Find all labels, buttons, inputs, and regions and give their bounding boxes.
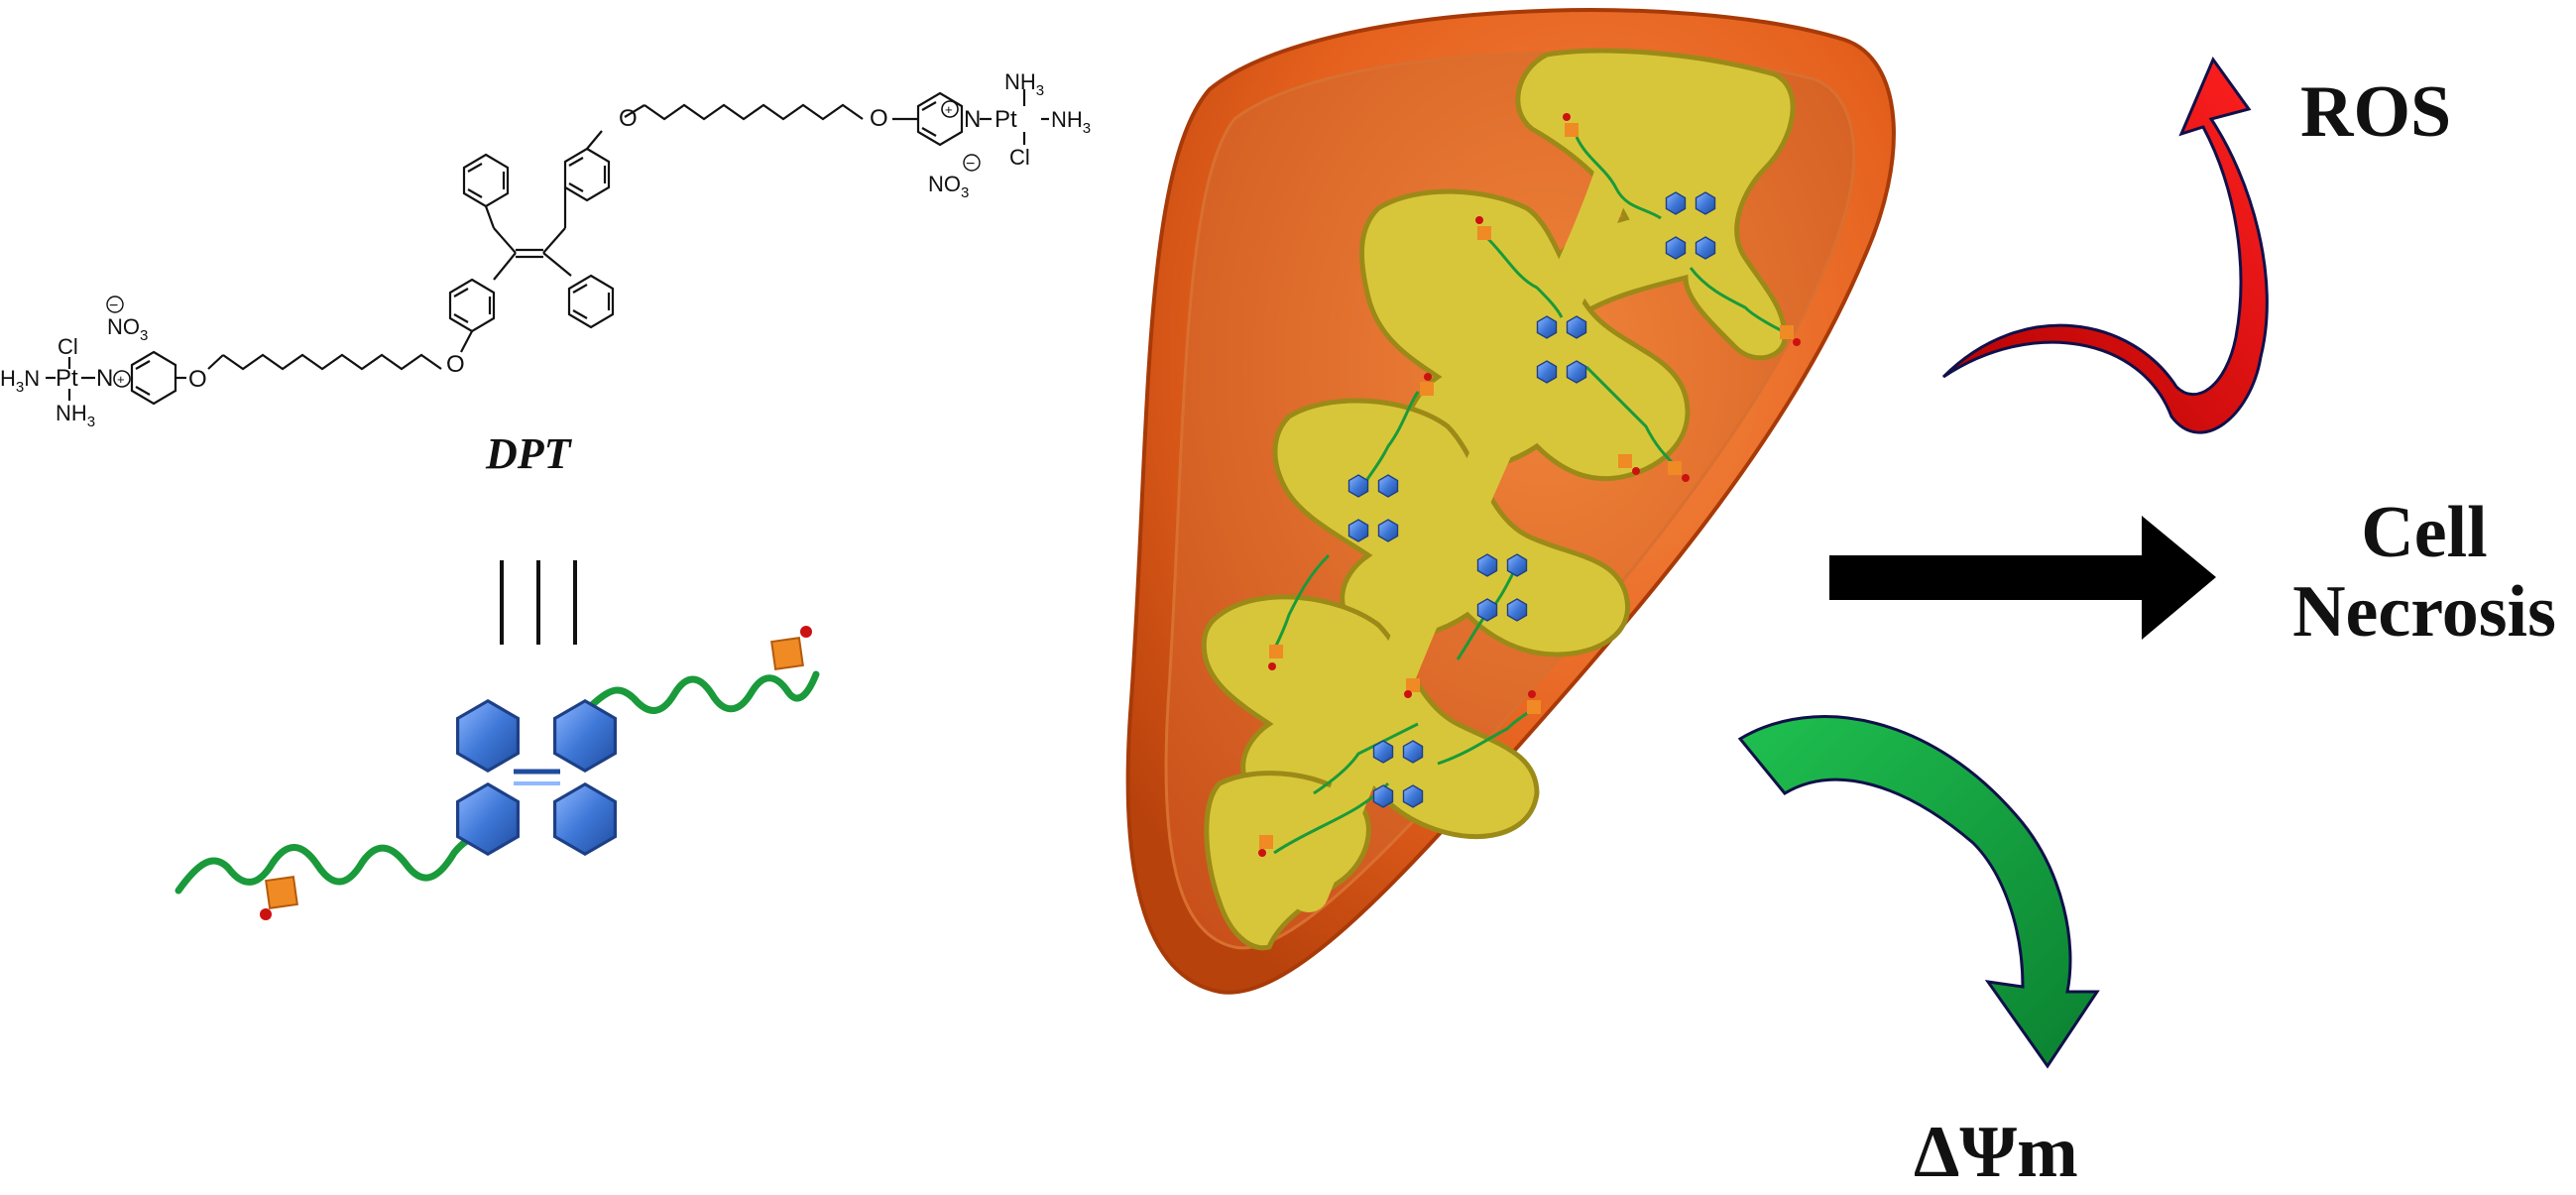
green-arrow-potential	[1737, 715, 2100, 1069]
plus-left: +	[117, 372, 125, 387]
atom-o-1: O	[619, 105, 638, 132]
minus-left: −	[109, 298, 118, 314]
atom-no3-left: NO3	[107, 314, 148, 344]
atom-nh3-right: NH3	[1051, 107, 1091, 137]
minus-circle-right	[963, 154, 981, 172]
terminal-box-right	[770, 637, 804, 670]
alkyl-chain-cartoon-left	[175, 831, 486, 895]
cell-label-line2: Necrosis	[2292, 571, 2556, 653]
atom-nh3-bottom: NH3	[56, 401, 95, 430]
hexagon-topleft	[456, 699, 521, 773]
membrane-potential-label: ΔΨm	[1914, 1112, 2078, 1193]
dpt-atom-labels: O O O O N + Pt NH3 NH3 Cl − NO3 N + Pt C…	[0, 69, 1091, 430]
alkyl-chain-cartoon-right	[589, 670, 820, 714]
atom-o-4: O	[188, 366, 207, 393]
red-arrow-ros	[1941, 56, 2269, 434]
atom-n-right: N	[964, 106, 981, 133]
alkyl-chain-top	[644, 103, 864, 121]
mitochondrion	[1125, 8, 1896, 995]
atom-cl-right: Cl	[1009, 145, 1030, 170]
atom-o-3: O	[446, 351, 465, 378]
terminal-box-left	[265, 876, 298, 909]
cell-label-line1: Cell	[2361, 492, 2488, 573]
dpt-structure	[46, 89, 1049, 406]
atom-pt-left: Pt	[56, 365, 78, 392]
compound-name-label: DPT	[485, 429, 573, 478]
atom-cl-left: Cl	[58, 334, 78, 359]
atom-o-2: O	[870, 105, 888, 132]
terminal-dot-left	[260, 908, 272, 920]
minus-right: −	[966, 156, 975, 173]
hexagon-bottomleft	[456, 782, 521, 856]
pyridinium-ring-left	[130, 350, 177, 406]
dpt-cartoon	[175, 626, 820, 920]
hexagon-bottomright	[552, 782, 618, 856]
ros-label: ROS	[2300, 71, 2452, 153]
charge-circle-left	[113, 370, 131, 388]
phenyl-ring-upper-left	[462, 153, 510, 208]
charge-circle-right	[941, 100, 959, 118]
atom-n-left: N	[96, 365, 113, 392]
terminal-dot-right	[800, 626, 812, 638]
phenyl-ring-lower-left	[448, 278, 496, 333]
atom-no3-right: NO3	[928, 172, 969, 201]
alkyl-chain-bottom	[222, 353, 442, 371]
minus-circle-left	[106, 296, 124, 313]
phenyl-ring-upper-right	[563, 147, 611, 202]
hexagon-topright	[552, 699, 618, 773]
embedded-terminals	[1258, 113, 1801, 857]
atom-nh3-top: NH3	[1004, 69, 1044, 99]
atom-h3n-left: H3N	[0, 366, 40, 396]
atom-pt-right: Pt	[995, 106, 1017, 133]
equivalence-sign	[500, 560, 577, 645]
phenyl-ring-lower-right	[567, 274, 615, 329]
black-arrow-necrosis	[1829, 516, 2216, 640]
crista-spine	[1289, 149, 1636, 912]
pyridinium-ring-right	[916, 91, 964, 147]
cell-necrosis-label: Cell Necrosis	[2290, 496, 2558, 649]
plus-right: +	[945, 102, 953, 117]
